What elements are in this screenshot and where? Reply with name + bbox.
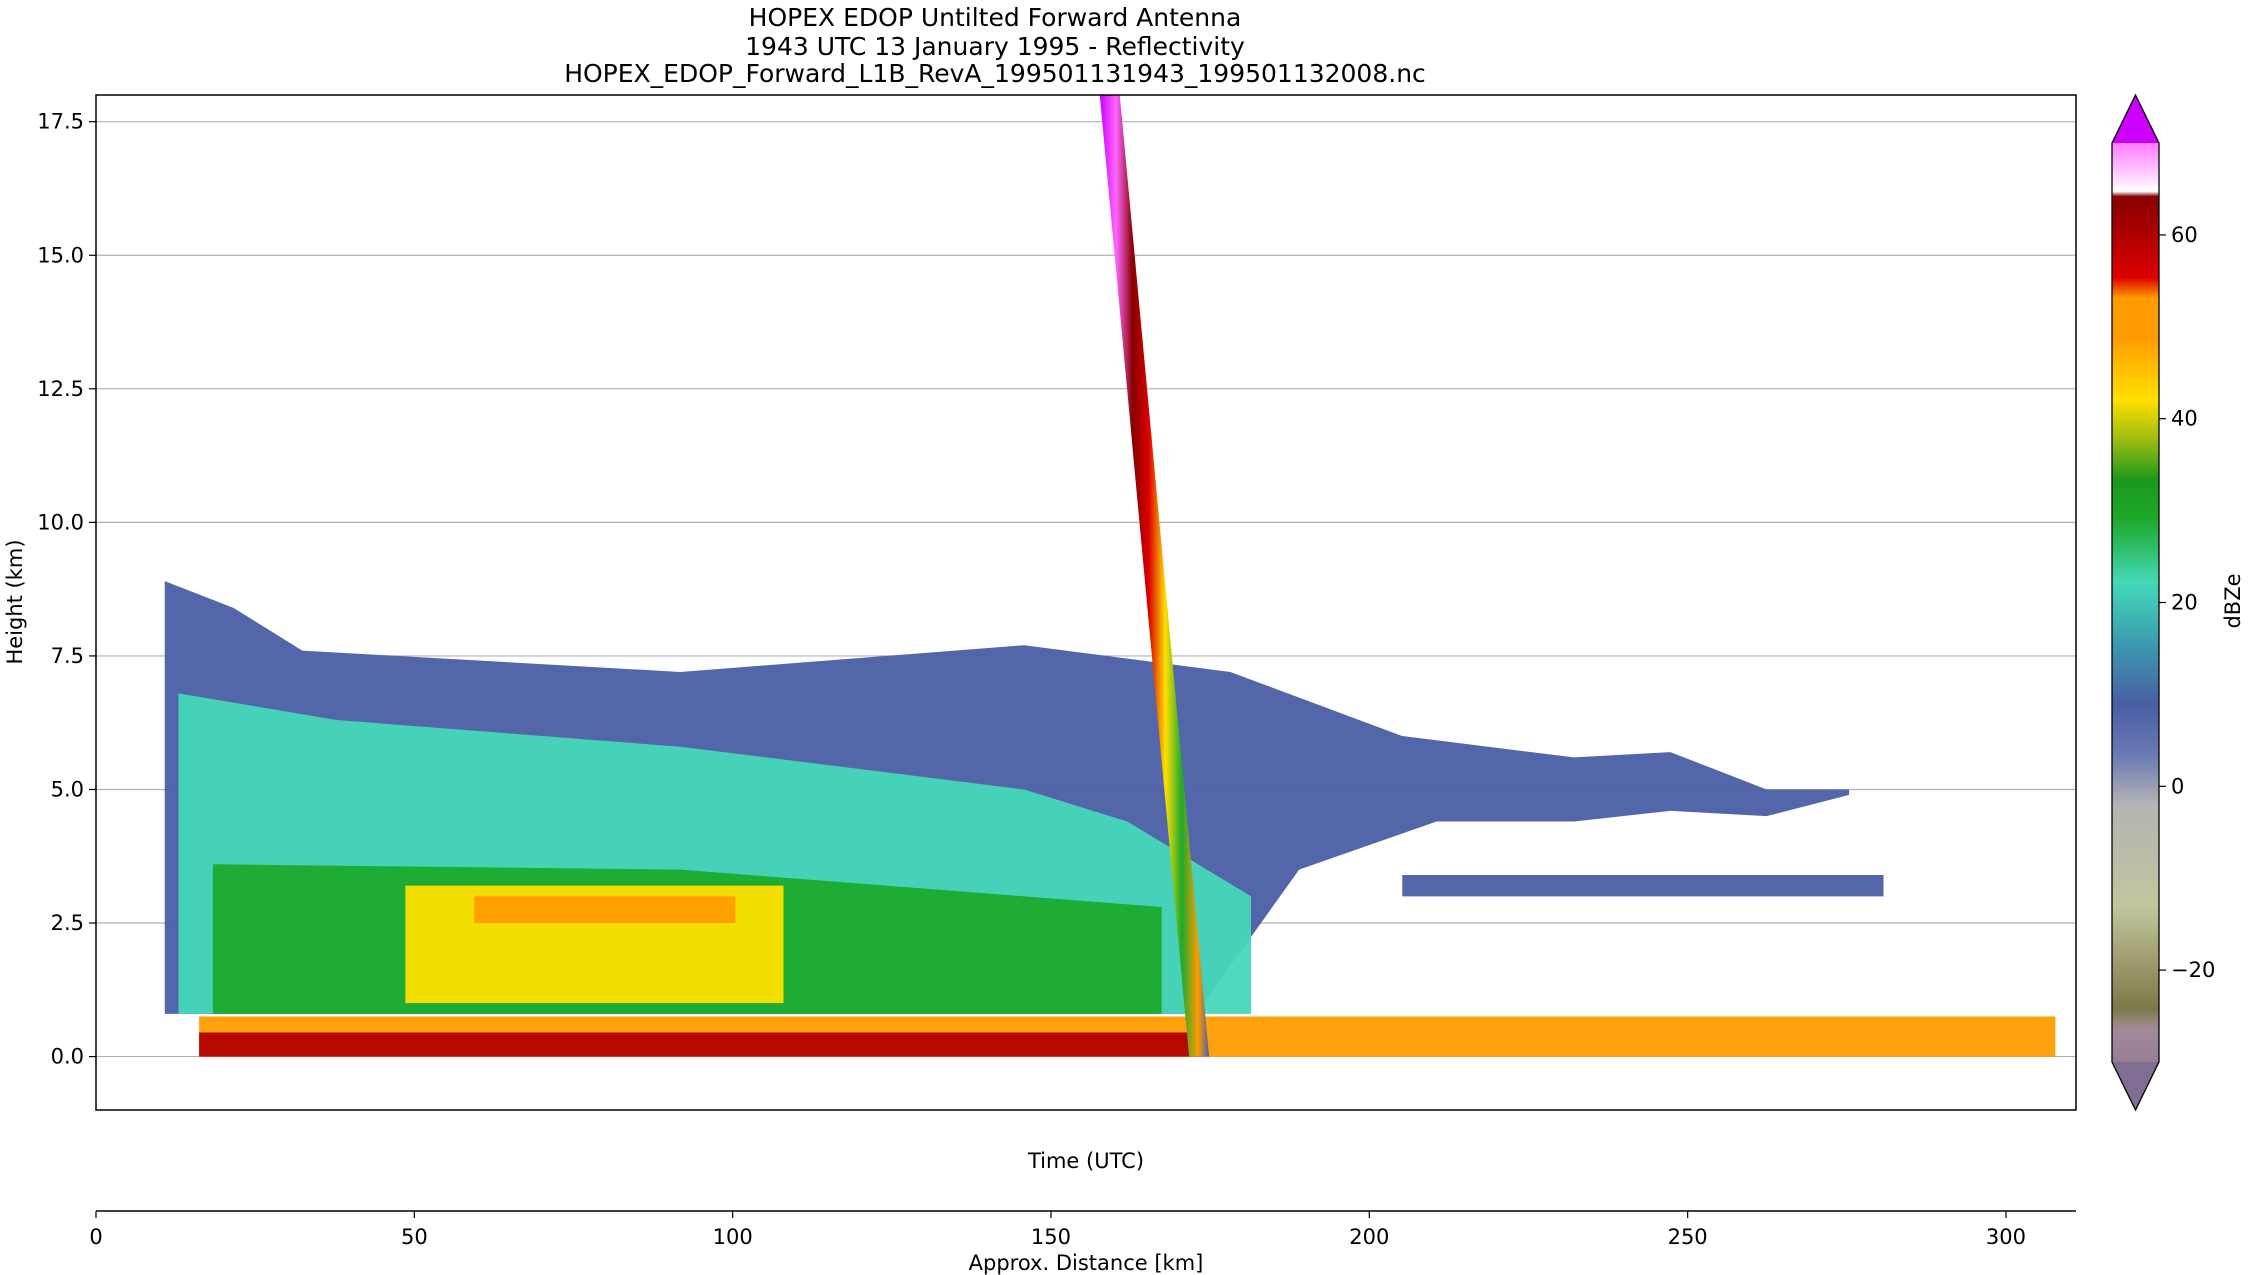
colorbar-tick-label: 40 <box>2171 407 2198 431</box>
y-tick-label: 12.5 <box>37 377 84 401</box>
reflectivity-field <box>164 95 2056 1057</box>
y-tick-label: 7.5 <box>51 644 84 668</box>
y-tick-label: 2.5 <box>51 911 84 935</box>
colorbar-extend-min <box>2112 1062 2159 1110</box>
chart-filename: HOPEX_EDOP_Forward_L1B_RevA_199501131943… <box>564 59 1426 88</box>
y-tick-label: 15.0 <box>37 243 84 267</box>
echo-region <box>199 1032 1203 1057</box>
chart-subtitle: 1943 UTC 13 January 1995 - Reflectivity <box>745 32 1245 61</box>
colorbar-tick-label: 0 <box>2171 774 2184 798</box>
aircraft-turn-streak <box>1099 95 1210 1057</box>
x-axis-distance: 0 50 100 150 200 250 300 <box>89 1210 2076 1249</box>
y-tick-label: 10.0 <box>37 510 84 534</box>
y-axis-label: Height (km) <box>3 539 27 664</box>
colorbar-tick-label: 20 <box>2171 591 2198 615</box>
y-axis: 0.0 2.5 5.0 7.5 10.0 12.5 15.0 17.5 <box>37 110 96 1069</box>
colorbar: 60 40 20 0 −20 <box>2111 93 2215 1112</box>
x2-tick-label: 250 <box>1668 1225 1708 1249</box>
x2-axis-label: Approx. Distance [km] <box>969 1251 1204 1275</box>
y-tick-label: 5.0 <box>51 777 84 801</box>
x2-tick-label: 300 <box>1986 1225 2026 1249</box>
x2-tick-label: 50 <box>401 1225 428 1249</box>
chart-title: HOPEX EDOP Untilted Forward Antenna <box>748 3 1242 32</box>
y-tick-label: 17.5 <box>37 110 84 134</box>
colorbar-outline <box>2111 93 2160 1112</box>
x2-tick-label: 200 <box>1349 1225 1389 1249</box>
echo-region <box>1402 874 1884 897</box>
colorbar-label: dBZe <box>2221 573 2245 628</box>
plot-frame <box>95 94 2077 1111</box>
x2-tick-label: 100 <box>713 1225 753 1249</box>
colorbar-body <box>2112 95 2159 1110</box>
colorbar-tick-label: −20 <box>2171 958 2215 982</box>
x2-tick-label: 0 <box>89 1225 102 1249</box>
x-axis-label: Time (UTC) <box>1027 1149 1144 1173</box>
x2-tick-label: 150 <box>1031 1225 1071 1249</box>
y-tick-label: 0.0 <box>51 1045 84 1069</box>
colorbar-tick-label: 60 <box>2171 223 2198 247</box>
echo-region <box>474 896 736 924</box>
colorbar-extend-max <box>2112 95 2159 143</box>
